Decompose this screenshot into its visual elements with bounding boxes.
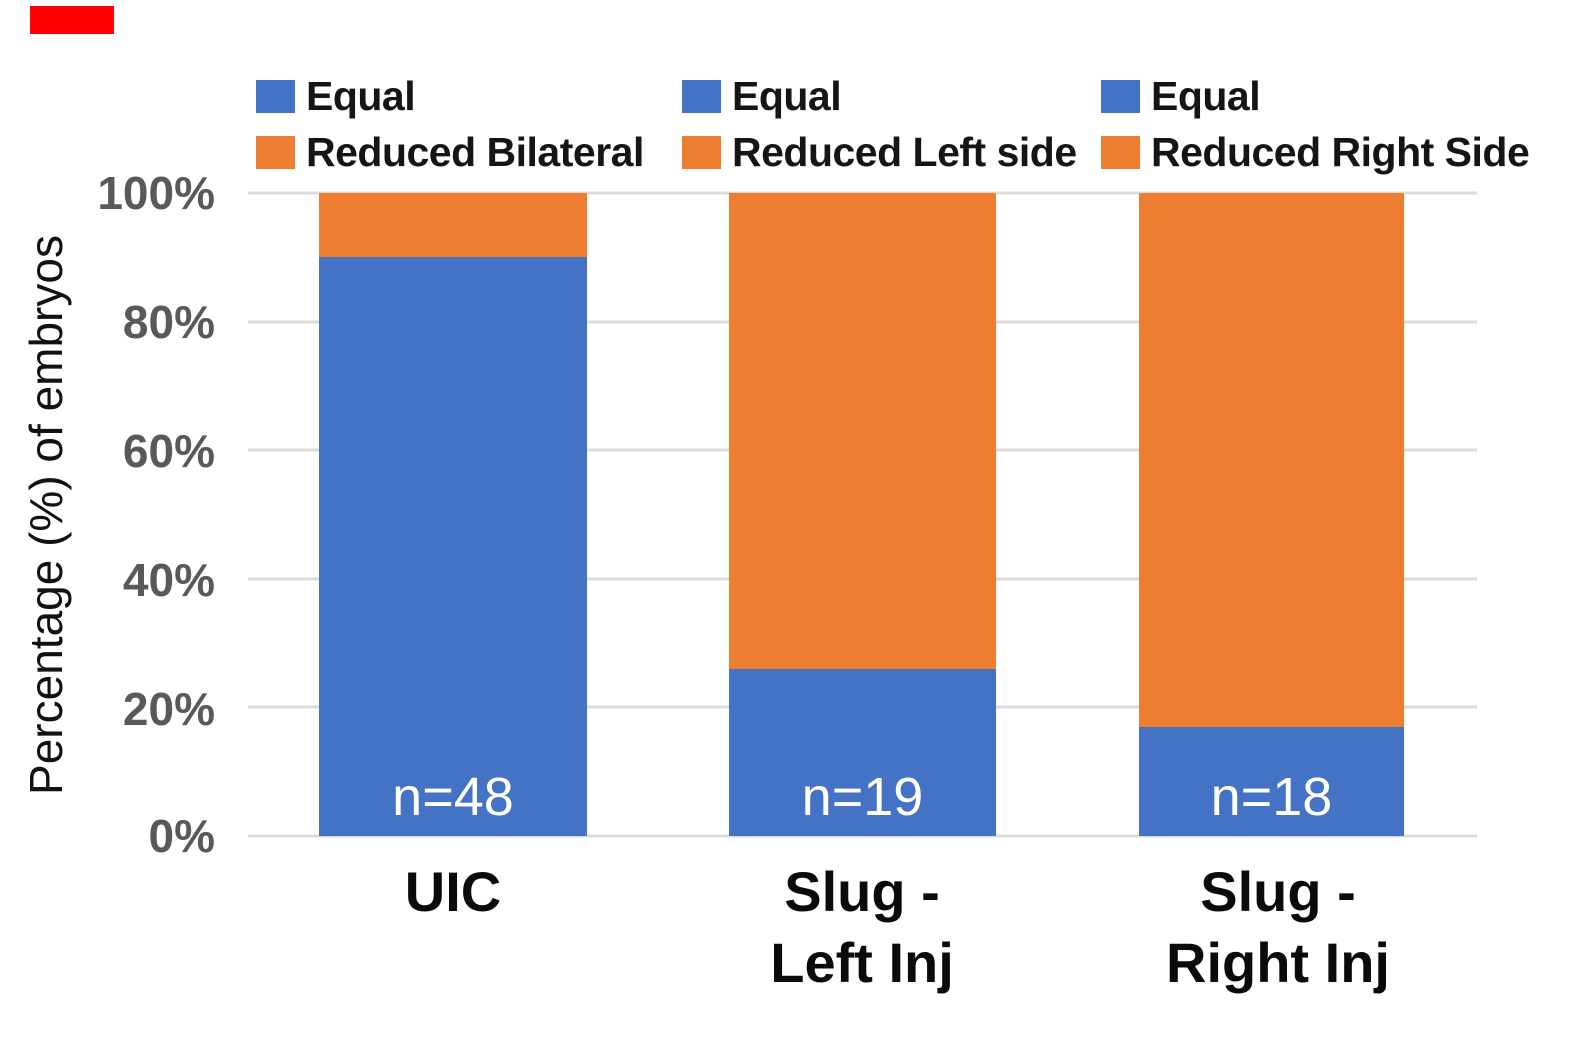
legend-group-slug-right: Equal Reduced Right Side — [1101, 71, 1530, 177]
bar-count-label: n=18 — [1210, 766, 1333, 827]
bar-slug-right: n=18 — [1139, 193, 1404, 836]
legend-swatch-reduced-icon — [682, 135, 721, 169]
legend-swatch-equal-icon — [1101, 79, 1140, 113]
legend-label-equal: Equal — [732, 72, 842, 119]
x-axis-label-slug-left: Slug - Left Inj — [770, 860, 954, 994]
y-tick-label-20: 20% — [122, 683, 215, 735]
bar-slug-left: n=19 — [729, 193, 996, 836]
bar-segment-reduced-right — [1139, 193, 1404, 727]
legend-swatch-reduced-icon — [256, 135, 295, 169]
legend-row-equal: Equal — [1101, 71, 1529, 121]
bar-segment-equal: n=18 — [1139, 726, 1404, 836]
legend-row-reduced: Reduced Right Side — [1101, 127, 1530, 177]
red-marker-annotation — [30, 6, 114, 34]
legend-row-reduced: Reduced Bilateral — [256, 127, 644, 177]
y-tick-label-100: 100% — [97, 167, 215, 219]
legend-row-equal: Equal — [682, 71, 1077, 121]
y-tick-label-80: 80% — [122, 296, 215, 348]
y-tick-label-0: 0% — [148, 810, 215, 862]
bar-segment-equal: n=19 — [729, 668, 996, 836]
bar-count-label: n=48 — [392, 766, 514, 827]
legend-row-reduced: Reduced Left side — [682, 127, 1077, 177]
bar-segment-reduced-left — [729, 193, 996, 669]
bar-uic: n=48 — [319, 193, 587, 836]
legend-swatch-equal-icon — [682, 79, 721, 113]
legend-label-equal: Equal — [1151, 72, 1261, 119]
legend-group-slug-left: Equal Reduced Left side — [682, 71, 1077, 177]
y-tick-label-40: 40% — [122, 554, 215, 606]
legend-group-uic: Equal Reduced Bilateral — [256, 71, 644, 177]
legend-swatch-equal-icon — [256, 79, 295, 113]
legend-label-reduced-right: Reduced Right Side — [1151, 128, 1530, 175]
y-tick-label-60: 60% — [122, 425, 215, 477]
legend-swatch-reduced-icon — [1101, 135, 1140, 169]
x-axis-label-uic: UIC — [404, 860, 502, 923]
legend-label-reduced-bilateral: Reduced Bilateral — [306, 128, 644, 175]
bar-count-label: n=19 — [801, 766, 924, 827]
legend-row-equal: Equal — [256, 71, 644, 121]
legend-label-equal: Equal — [306, 72, 416, 119]
bar-segment-reduced-bilateral — [319, 193, 587, 258]
bar-segment-equal: n=48 — [319, 257, 587, 836]
legend-label-reduced-left: Reduced Left side — [732, 128, 1077, 175]
gridline-0-baseline — [248, 834, 1477, 838]
x-axis-label-slug-right: Slug - Right Inj — [1166, 860, 1390, 994]
plot-area: n=48 n=19 n=18 — [248, 191, 1477, 838]
